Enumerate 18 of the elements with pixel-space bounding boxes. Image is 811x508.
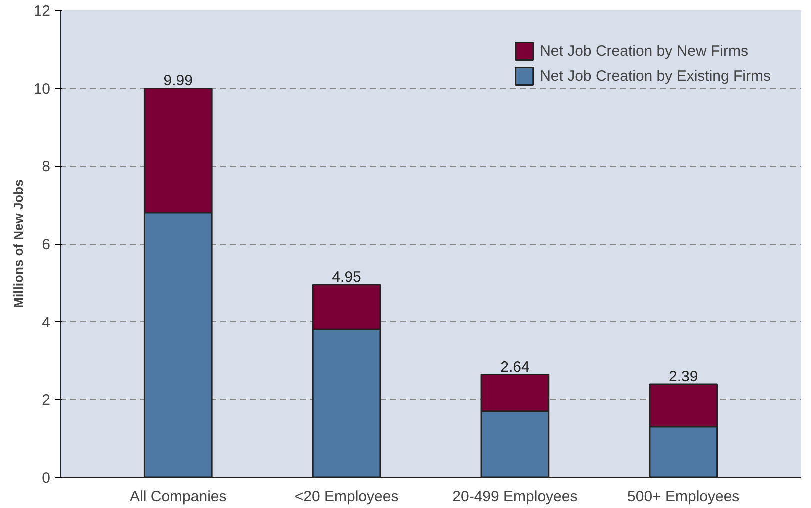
y-tick-label: 8 [42, 158, 50, 176]
legend-label: Net Job Creation by Existing Firms [540, 68, 771, 84]
x-tick-label: All Companies [130, 488, 227, 506]
total-label: 9.99 [164, 72, 193, 90]
total-label: 2.39 [669, 368, 698, 386]
total-label: 4.95 [332, 268, 362, 286]
x-tick-label: 20-499 Employees [452, 488, 578, 506]
y-tick-label: 4 [42, 314, 50, 332]
x-tick-label: <20 Employees [294, 488, 399, 506]
y-tick-label: 6 [42, 236, 50, 254]
legend-label: Net Job Creation by New Firms [540, 42, 748, 60]
y-axis-title: Millions of New Jobs [10, 180, 26, 308]
y-tick-label: 2 [42, 392, 50, 410]
total-label: 2.64 [500, 358, 530, 376]
y-tick-label: 12 [34, 3, 51, 20]
y-tick-label: 10 [34, 80, 51, 98]
x-tick-label: 500+ Employees [628, 488, 740, 506]
y-tick-label: 0 [42, 470, 50, 487]
